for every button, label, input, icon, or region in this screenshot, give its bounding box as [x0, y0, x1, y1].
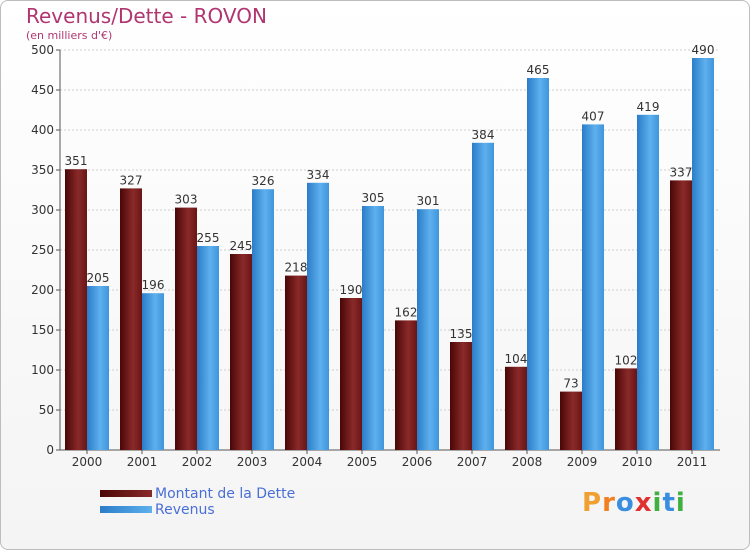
data-label-dette: 303	[175, 193, 198, 207]
x-tick-label: 2011	[677, 455, 708, 469]
x-tick-label: 2005	[347, 455, 378, 469]
data-label-revenus: 205	[87, 271, 110, 285]
bar-revenus	[692, 58, 714, 450]
y-tick-label: 450	[31, 83, 54, 97]
data-label-revenus: 326	[252, 174, 275, 188]
x-tick-label: 2004	[292, 455, 323, 469]
logo-letter: P	[582, 488, 603, 518]
bar-revenus	[362, 206, 384, 450]
data-label-revenus: 255	[197, 231, 220, 245]
data-label-dette: 245	[230, 239, 253, 253]
data-label-revenus: 305	[362, 191, 385, 205]
bar-revenus	[582, 124, 604, 451]
bar-revenus	[307, 182, 329, 451]
data-label-revenus: 465	[527, 63, 550, 77]
data-label-dette: 73	[563, 377, 578, 391]
bar-revenus	[197, 246, 219, 450]
x-tick-label: 2006	[402, 455, 433, 469]
y-tick-label: 150	[31, 323, 54, 337]
data-label-revenus: 419	[637, 100, 660, 114]
x-tick-label: 2008	[512, 455, 543, 469]
legend-label-revenus: Revenus	[155, 502, 215, 518]
bar-revenus	[527, 78, 549, 450]
x-tick-label: 2003	[237, 455, 268, 469]
x-tick-label: 2002	[182, 455, 213, 469]
data-label-revenus: 490	[692, 43, 715, 57]
logo-letter: i	[652, 488, 663, 518]
bar-dette	[340, 298, 362, 450]
y-tick-label: 350	[31, 163, 54, 177]
bar-dette	[505, 366, 527, 450]
data-label-revenus: 334	[307, 168, 330, 182]
logo-letter: r	[602, 488, 616, 518]
x-tick-label: 2000	[72, 455, 103, 469]
bar-revenus	[142, 293, 164, 450]
data-label-dette: 190	[340, 283, 363, 297]
x-tick-label: 2007	[457, 455, 488, 469]
y-tick-label: 50	[39, 403, 54, 417]
data-label-dette: 337	[670, 165, 693, 179]
logo-letter: i	[675, 488, 686, 518]
data-label-revenus: 196	[142, 278, 165, 292]
bar-revenus	[637, 114, 659, 451]
data-label-dette: 135	[450, 327, 473, 341]
data-label-dette: 327	[120, 173, 143, 187]
bar-revenus	[252, 189, 274, 450]
y-tick-label: 300	[31, 203, 54, 217]
bar-dette	[450, 342, 472, 450]
chart-subtitle: (en milliers d'€)	[26, 29, 113, 42]
x-tick-label: 2009	[567, 455, 598, 469]
logo-letter: x	[634, 488, 653, 518]
bar-revenus	[87, 286, 109, 450]
data-label-dette: 102	[615, 353, 638, 367]
y-tick-label: 0	[46, 443, 54, 457]
y-tick-label: 500	[31, 43, 54, 57]
y-tick-label: 250	[31, 243, 54, 257]
bar-dette	[120, 188, 142, 450]
legend-swatch-revenus	[100, 506, 152, 513]
bar-dette	[230, 254, 252, 450]
bar-dette	[615, 368, 637, 450]
data-label-revenus: 384	[472, 128, 495, 142]
data-label-revenus: 301	[417, 194, 440, 208]
bar-dette	[65, 169, 87, 450]
data-label-dette: 351	[65, 154, 88, 168]
y-tick-label: 100	[31, 363, 54, 377]
bar-revenus	[417, 209, 439, 450]
bar-revenus	[472, 142, 494, 451]
y-tick-label: 200	[31, 283, 54, 297]
bar-dette	[395, 320, 417, 450]
proxiti-logo: Proxiti	[582, 488, 686, 518]
chart-title: Revenus/Dette - ROVON	[26, 4, 267, 28]
data-label-dette: 218	[285, 261, 308, 275]
bar-dette	[285, 275, 307, 450]
data-label-dette: 104	[505, 352, 528, 366]
x-tick-label: 2010	[622, 455, 653, 469]
logo-letter: t	[662, 488, 676, 518]
y-tick-label: 400	[31, 123, 54, 137]
data-label-dette: 162	[395, 305, 418, 319]
bar-dette	[670, 180, 692, 450]
data-label-revenus: 407	[582, 109, 605, 123]
x-tick-label: 2001	[127, 455, 158, 469]
legend-swatch-dette	[100, 490, 152, 497]
bar-dette	[175, 207, 197, 450]
logo-letter: o	[615, 488, 635, 518]
bar-dette	[560, 391, 582, 450]
legend-label-dette: Montant de la Dette	[155, 486, 296, 502]
